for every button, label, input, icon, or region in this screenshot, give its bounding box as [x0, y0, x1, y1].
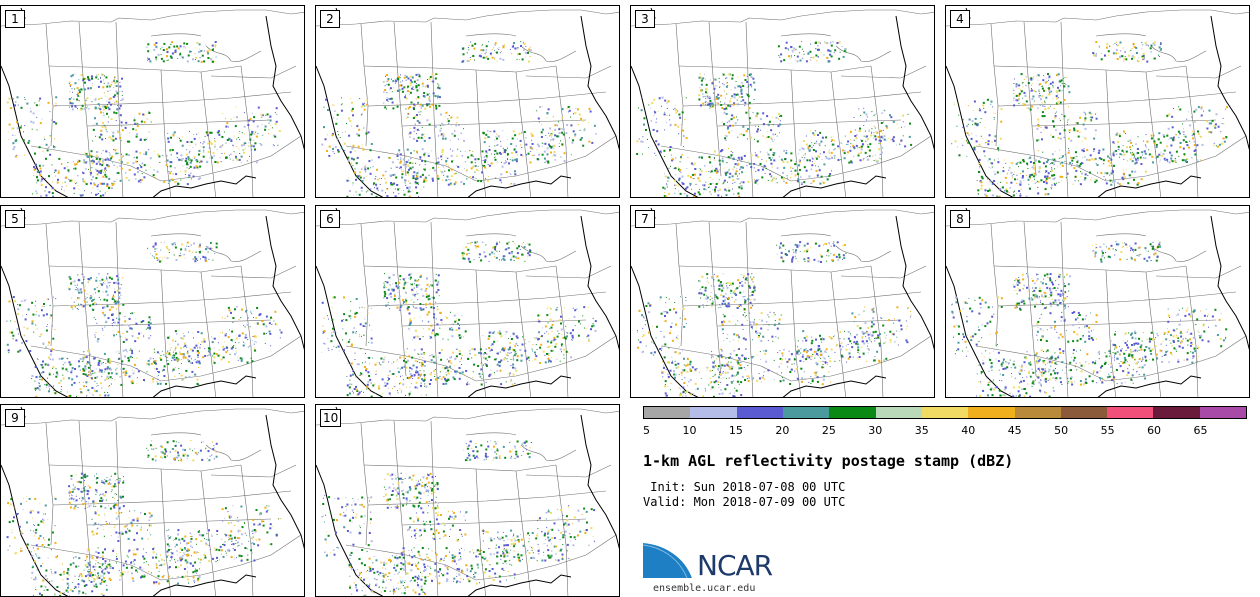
colorbar-segment: [921, 407, 969, 418]
member-number-label: 8: [950, 210, 970, 228]
colorbar-segment: [1153, 407, 1200, 418]
colorbar-tick-label: 55: [1100, 424, 1115, 437]
colorbar-tick-label: 15: [728, 424, 743, 437]
reflectivity-map: [316, 7, 619, 197]
ensemble-member-panel: 1: [0, 5, 305, 198]
colorbar-tick-label: 60: [1147, 424, 1162, 437]
ensemble-member-panel: 8: [945, 205, 1250, 398]
logo-url: ensemble.ucar.edu: [653, 583, 756, 594]
ncar-logo-text: NCAR: [697, 549, 773, 582]
colorbar-segment: [1107, 407, 1154, 418]
colorbar-tick-label: 25: [821, 424, 836, 437]
plot-title: 1-km AGL reflectivity postage stamp (dBZ…: [643, 452, 1014, 470]
ensemble-member-panel: 5: [0, 205, 305, 398]
colorbar-tick-label: 30: [868, 424, 883, 437]
colorbar-segment: [644, 407, 691, 418]
colorbar-ticks: 5 10 15 20 25 30 35 40 45 50 55 60 65: [643, 424, 1247, 438]
ensemble-member-panel: 7: [630, 205, 935, 398]
member-number-label: 2: [320, 10, 340, 28]
colorbar-tick-label: 50: [1054, 424, 1069, 437]
member-number-label: 9: [5, 409, 25, 427]
colorbar-segment: [1199, 407, 1247, 418]
colorbar-tick-label: 20: [775, 424, 790, 437]
ensemble-member-panel: 10: [315, 404, 620, 597]
ensemble-member-panel: 6: [315, 205, 620, 398]
reflectivity-map: [1, 406, 304, 596]
ensemble-member-panel: 9: [0, 404, 305, 597]
member-number-label: 7: [635, 210, 655, 228]
colorbar-tick-label: 40: [961, 424, 976, 437]
colorbar-segment: [875, 407, 922, 418]
reflectivity-map: [1, 207, 304, 397]
init-time: Init: Sun 2018-07-08 00 UTC: [643, 480, 846, 494]
reflectivity-map: [631, 7, 934, 197]
ncar-logo-icon: [643, 541, 694, 579]
reflectivity-map: [1, 7, 304, 197]
reflectivity-map: [316, 207, 619, 397]
colorbar-segment: [782, 407, 830, 418]
member-number-label: 3: [635, 10, 655, 28]
colorbar-tick-label: 10: [682, 424, 697, 437]
colorbar-segment: [968, 407, 1015, 418]
valid-time: Valid: Mon 2018-07-09 00 UTC: [643, 495, 846, 509]
ensemble-member-panel: 3: [630, 5, 935, 198]
colorbar-tick-label: 35: [914, 424, 929, 437]
reflectivity-map: [946, 7, 1249, 197]
colorbar-tick-label: 65: [1193, 424, 1208, 437]
member-number-label: 4: [950, 10, 970, 28]
colorbar: [643, 406, 1247, 419]
colorbar-segment: [1014, 407, 1061, 418]
reflectivity-map: [316, 406, 619, 596]
reflectivity-map: [631, 207, 934, 397]
colorbar-tick-label: 45: [1007, 424, 1022, 437]
member-number-label: 6: [320, 210, 340, 228]
ensemble-member-panel: 4: [945, 5, 1250, 198]
ensemble-member-panel: 2: [315, 5, 620, 198]
reflectivity-map: [946, 207, 1249, 397]
member-number-label: 1: [5, 10, 25, 28]
member-number-label: 5: [5, 210, 25, 228]
colorbar-segment: [736, 407, 783, 418]
colorbar-segment: [690, 407, 737, 418]
colorbar-segment: [1060, 407, 1108, 418]
colorbar-segment: [829, 407, 876, 418]
member-number-label: 10: [320, 409, 342, 427]
colorbar-tick-label: 5: [643, 424, 650, 437]
